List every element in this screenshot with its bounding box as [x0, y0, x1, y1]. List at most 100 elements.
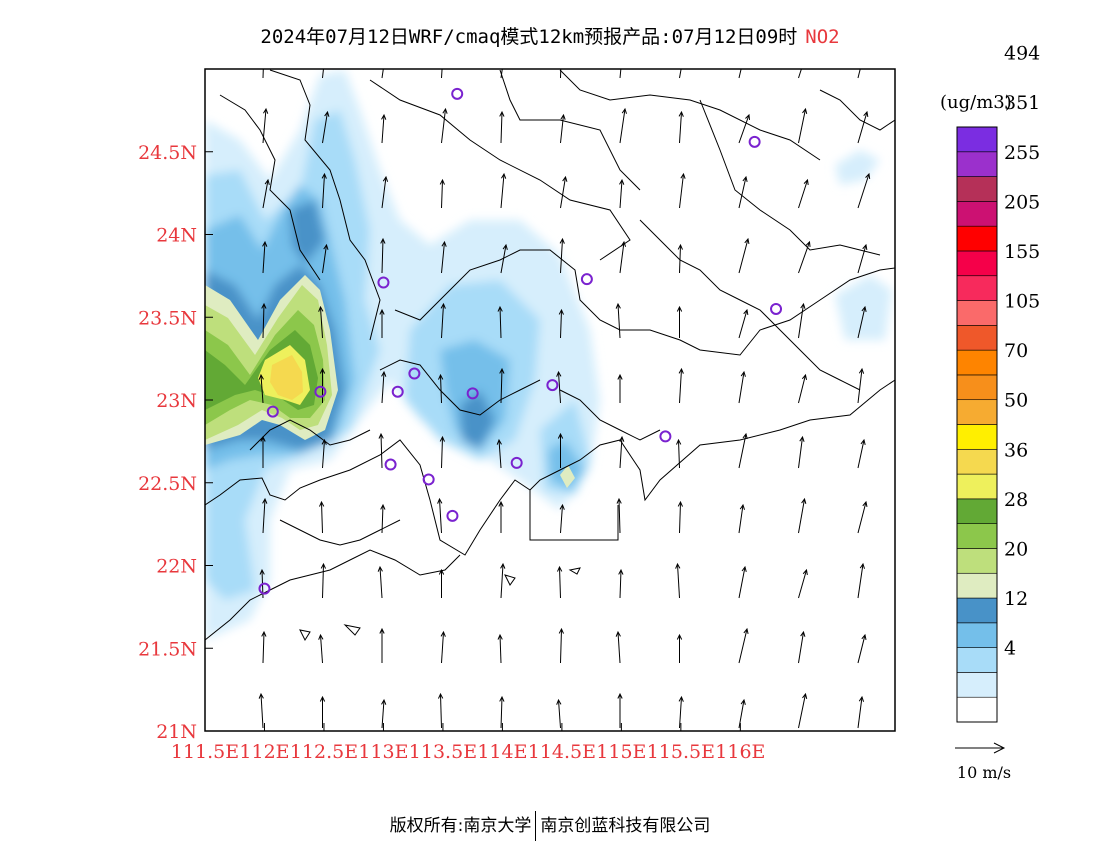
wind-arrow: [675, 562, 681, 599]
colorbar-level-label: 155: [1004, 241, 1040, 263]
colorbar-level-label: 50: [1004, 390, 1028, 412]
colorbar-swatch: [956, 325, 998, 351]
wind-arrow: [379, 308, 385, 338]
island-4: [568, 567, 581, 575]
wind-arrow: [918, 434, 927, 468]
wind-arrow: [798, 692, 808, 729]
wind-arrow: [738, 69, 742, 79]
colorbar-level-label: 20: [1004, 538, 1028, 560]
wind-arrow: [918, 177, 927, 208]
colorbar-level-label: 494: [1004, 43, 1040, 65]
wind-arrow: [500, 172, 507, 209]
wind-arrow: [320, 562, 326, 599]
wind-arrow: [381, 69, 384, 79]
wind-arrow: [262, 69, 264, 79]
colorbar-level-label: 36: [1004, 439, 1028, 461]
wind-arrow: [857, 500, 868, 534]
lat-tick-label: 21N: [156, 721, 197, 743]
colorbar-swatch: [956, 473, 998, 500]
wind-arrow: [262, 497, 268, 534]
wind-arrow: [262, 178, 270, 209]
colorbar-swatch: [956, 498, 998, 524]
conc-band-sz-core: [560, 465, 575, 488]
station-marker: [580, 273, 593, 286]
colorbar-swatch: [956, 448, 998, 475]
wind-arrow: [918, 115, 929, 143]
wind-arrow: [379, 627, 385, 663]
wind-arrow: [377, 565, 383, 599]
wind-arrow: [618, 568, 624, 599]
wind-arrow: [857, 305, 867, 339]
hk-box: [529, 490, 619, 541]
latitude-axis: 21N 21.5N 22N 22.5N 23N 23.5N 24N 24.5N: [138, 142, 213, 743]
boundary-10: [819, 89, 895, 131]
station-marker: [314, 385, 327, 398]
lon-tick-label: 112E: [239, 741, 289, 763]
wind-arrow: [441, 107, 448, 144]
wind-arrow: [738, 175, 748, 209]
wind-arrow: [319, 695, 326, 728]
wind-arrow: [378, 432, 384, 469]
lat-tick-label: 22N: [156, 556, 197, 578]
lon-tick-label: 114E: [477, 741, 527, 763]
wind-arrow: [319, 500, 325, 534]
conc-band-205: [270, 355, 303, 400]
boundary-8: [639, 219, 861, 391]
conc-band-28c: [460, 390, 495, 450]
wind-arrow: [558, 627, 564, 664]
wind-arrow: [619, 178, 625, 209]
wind-arrow: [381, 698, 387, 729]
wind-arrow: [380, 503, 386, 534]
wind-arrow: [500, 562, 506, 599]
lat-tick-label: 24N: [156, 225, 197, 247]
wind-arrow: [499, 110, 505, 144]
reference-wind-vector: 10 m/s: [955, 742, 1011, 782]
lat-tick-label: 24.5N: [138, 142, 197, 164]
colorbar-swatch: [956, 201, 998, 227]
colorbar-level-label: 4: [1004, 638, 1016, 660]
boundary-13: [279, 519, 401, 546]
wind-arrow: [617, 373, 623, 403]
lon-tick-label: 112.5E: [290, 741, 358, 763]
station-marker: [510, 456, 523, 469]
colorbar-swatch: [956, 597, 998, 624]
wind-arrow: [738, 627, 749, 664]
wind-arrow: [738, 308, 749, 339]
colorbar: 4 12 20 28 36 50 70 105 155 205 255 351 494: [956, 43, 1040, 723]
wind-arrow: [500, 243, 508, 274]
wind-arrow: [918, 239, 929, 273]
wind-arrow: [738, 503, 745, 534]
colorbar-swatch: [956, 250, 998, 277]
wind-arrow: [677, 243, 683, 274]
station-marker: [748, 135, 761, 148]
boundary-12: [249, 419, 371, 451]
longitude-axis: 111.5E 112E 112.5E 113E 113.5E 114E 114.5E 115E…: [171, 723, 765, 763]
lat-tick-label: 23N: [156, 390, 197, 412]
wind-arrow: [617, 692, 623, 728]
pollutant-label: NO2: [805, 26, 840, 48]
lon-tick-label: 115E: [596, 741, 646, 763]
wind-arrow: [738, 432, 748, 469]
wind-arrow: [258, 373, 264, 404]
org-chuanglan: 南京创蓝科技有限公司: [540, 816, 711, 836]
wind-arrow: [616, 497, 622, 534]
station-marker: [266, 405, 279, 418]
wind-arrow: [918, 700, 925, 728]
wind-arrow: [440, 630, 446, 664]
colorbar-swatch: [956, 696, 998, 723]
lon-tick-label: 111.5E: [171, 741, 239, 763]
wind-arrow: [441, 69, 443, 79]
coastline: [205, 379, 895, 556]
title-text: 2024年07月12日WRF/cmaq模式12km预报产品:07月12日09时: [260, 26, 798, 48]
wind-arrow: [679, 172, 686, 209]
wind-arrow: [499, 695, 505, 729]
colorbar-swatch: [956, 672, 998, 698]
colorbar-swatch: [956, 647, 998, 673]
wind-arrow: [559, 503, 565, 534]
wind-arrow: [918, 505, 924, 533]
wind-arrow: [857, 562, 865, 599]
lon-tick-label: 115.5E: [647, 741, 715, 763]
wind-arrow: [322, 110, 330, 144]
wind-arrow: [798, 107, 808, 144]
boundary-1: [219, 94, 321, 281]
